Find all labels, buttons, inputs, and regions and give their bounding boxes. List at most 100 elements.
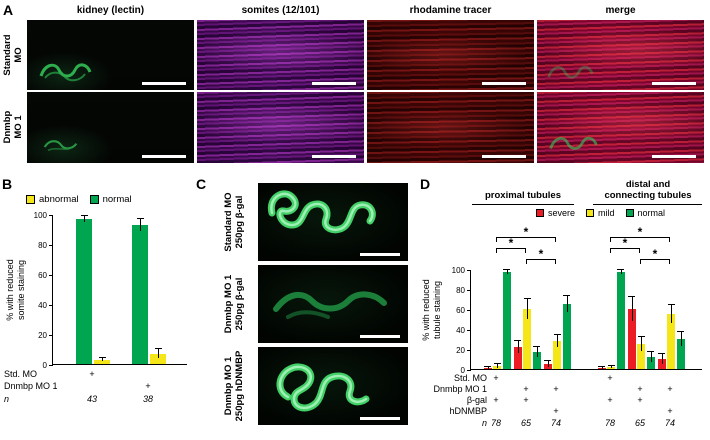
scale-bar [482, 82, 526, 85]
y-tick-mark [49, 214, 53, 216]
bar-mild [553, 341, 561, 369]
text-line: somite staining [16, 259, 26, 321]
group-header-proximal: proximal tubules [470, 190, 576, 201]
error-bar-cap [523, 298, 531, 299]
error-bar-cap [484, 366, 491, 367]
bar-mild [523, 309, 531, 369]
error-bar [527, 299, 528, 319]
micrograph-somites-standard [197, 20, 364, 90]
condition-cell: 74 [550, 418, 561, 428]
text-line: proximal tubules [484, 190, 561, 201]
micrograph-merge-dnmbp [537, 92, 704, 163]
error-bar-cap [628, 296, 635, 297]
tubule-graphic [273, 291, 387, 319]
chart-b-ylabel: % with reduced somite staining [5, 220, 27, 360]
condition-cell: + [553, 384, 559, 394]
significance-bracket [526, 259, 556, 264]
y-tick-mark [49, 334, 53, 336]
tubule-staining-chart: 0 20 40 60 80 100 [452, 266, 702, 375]
significance-asterisk: * [637, 225, 643, 239]
error-bar [601, 367, 603, 369]
bar-severe [657, 359, 666, 369]
abnormal-swatch-icon [26, 195, 35, 204]
condition-cell: + [523, 395, 529, 405]
row-label-standard-mo: Standard MO [1, 20, 25, 90]
significance-asterisk: * [538, 247, 544, 261]
error-bar-cap [544, 360, 551, 361]
y-tick-mark [49, 274, 53, 276]
legend-item-mild: mild [586, 208, 615, 218]
legend-label: abnormal [39, 194, 79, 205]
error-bar [547, 361, 549, 367]
text-line: Dnmbp MO 1 [222, 274, 234, 334]
error-bar-cap [607, 365, 615, 366]
group-underline-distal [593, 204, 702, 205]
condition-cell: 43 [86, 394, 97, 404]
bar-normal [132, 224, 148, 364]
condition-cell: + [667, 406, 673, 416]
group-header-distal: distal and connecting tubules [592, 179, 704, 202]
kidney-structure-graphic [547, 66, 594, 79]
kidney-structure-graphic [39, 63, 92, 82]
text-line: 250pg hDNMBP [234, 350, 245, 422]
chart-d-ylabel: % with reduced tubule staining [421, 240, 443, 380]
y-tick-mark [49, 244, 53, 246]
condition-cell: 65 [634, 418, 645, 428]
y-tick-label: 60 [38, 270, 47, 280]
scale-bar [360, 253, 400, 256]
text-line: distal and [625, 179, 671, 190]
significance-bracket [496, 237, 556, 242]
error-bar-cap [563, 295, 570, 296]
y-tick-label: 40 [38, 300, 47, 310]
panel-d-label: D [420, 176, 431, 192]
error-bar-cap [667, 304, 675, 305]
normal-swatch-icon [89, 195, 99, 204]
legend-item-severe: severe [536, 208, 575, 218]
error-bar-cap [503, 269, 510, 270]
scale-bar [142, 155, 186, 158]
text-line: 250pg β-gal [234, 195, 245, 249]
bar-abnormal [150, 353, 166, 364]
scale-bar [652, 155, 696, 158]
condition-row-label: Std. MO [453, 373, 487, 383]
micrograph-kidney-standard [27, 20, 194, 90]
legend-label: severe [548, 208, 576, 218]
bar-normal [76, 218, 92, 364]
normal-swatch-icon [625, 209, 634, 217]
error-bar [536, 347, 538, 357]
condition-cell: 78 [490, 418, 501, 428]
text-line: Standard MO [222, 192, 234, 252]
error-bar-cap [136, 217, 144, 219]
scale-bar [482, 155, 526, 158]
condition-row-label: n [481, 418, 487, 428]
text-line: MO 1 [13, 115, 24, 139]
error-bar-cap [647, 351, 654, 352]
error-bar [620, 270, 622, 274]
condition-cell: + [607, 373, 613, 383]
condition-cell: + [523, 384, 529, 394]
significance-asterisk: * [652, 247, 658, 261]
panel-c-label: C [196, 176, 207, 192]
image-label-standard-bgal: Standard MO 250pg β-gal [222, 182, 246, 262]
condition-cell: + [607, 395, 613, 405]
panel-b-label: B [2, 176, 13, 192]
text-line: % with reduced [421, 279, 432, 341]
micrograph-rhodamine-standard [367, 20, 534, 90]
micrograph-tubule-standard [258, 183, 408, 261]
text-line: Dnmbp [1, 110, 13, 144]
legend-item-abnormal: abnormal [26, 194, 79, 205]
bar-normal [616, 272, 625, 369]
condition-cell: 74 [664, 418, 675, 428]
scale-bar [360, 335, 400, 338]
condition-cell: + [493, 395, 499, 405]
y-tick-mark [467, 329, 471, 331]
y-tick-label: 20 [38, 330, 47, 340]
bar-severe [627, 309, 636, 369]
tubule-graphic [267, 190, 376, 234]
condition-row-label: Dnmbp MO 1 [433, 384, 487, 394]
error-bar [497, 364, 498, 368]
condition-cell: + [667, 384, 673, 394]
column-header-kidney: kidney (lectin) [76, 5, 145, 16]
column-header-merge: merge [605, 5, 636, 16]
error-bar [671, 305, 672, 323]
